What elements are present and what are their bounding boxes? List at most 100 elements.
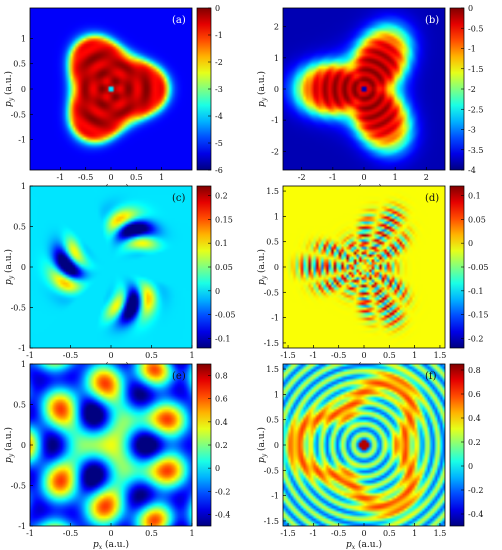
colorbar-tick-label: -3 — [468, 126, 476, 135]
x-tick-label: -1 — [309, 351, 317, 360]
colorbar-tick-label: 0.1 — [468, 192, 481, 201]
colorbar-tick-label: -0.15 — [468, 311, 489, 320]
heatmap-image — [30, 186, 192, 348]
colorbar-tick-label: 0.2 — [215, 192, 228, 201]
x-tick-label: 0 — [361, 529, 366, 538]
colorbar-tick-label: 0.4 — [468, 414, 481, 423]
x-tick-label: 0.5 — [383, 529, 396, 538]
panel-label: (e) — [172, 371, 186, 382]
heatmap-image — [283, 364, 445, 526]
colorbar-tick-label: -2 — [215, 58, 223, 67]
x-tick-label: 0.5 — [383, 351, 396, 360]
colorbar-tick-label: 0.05 — [215, 263, 233, 272]
y-tick-label: -0.5 — [11, 304, 26, 313]
y-tick-label: -0.5 — [11, 482, 26, 491]
x-tick-label: 1 — [412, 529, 417, 538]
colorbar-tick-label: -0.2 — [215, 487, 230, 496]
colorbar-tick-label: 0.8 — [468, 366, 481, 375]
colorbar-tick-label: -0.4 — [468, 510, 483, 519]
y-tick-label: 0.5 — [266, 416, 279, 425]
y-tick-label: 0 — [274, 441, 279, 450]
y-tick-label: 1.5 — [266, 187, 279, 196]
colorbar-tick-label: -0.05 — [468, 263, 489, 272]
x-tick-label: 0 — [361, 173, 366, 182]
y-tick-label: -1 — [18, 136, 26, 145]
x-tick-label: -1 — [26, 351, 34, 360]
colorbar-tick-label: 0.8 — [215, 372, 228, 381]
colorbar-tick-label: -4 — [215, 112, 223, 121]
colorbar-tick-label: -0.05 — [215, 311, 236, 320]
colorbar-tick-label: 0.2 — [215, 441, 228, 450]
x-tick-label: -1 — [309, 529, 317, 538]
y-axis-label: py (a.u.) — [3, 427, 15, 463]
colorbar-tick-label: -0.2 — [468, 486, 483, 495]
y-tick-label: 1 — [274, 212, 279, 221]
y-tick-label: 1 — [21, 182, 26, 191]
x-axis-label: px (a.u.) — [346, 539, 382, 550]
x-tick-label: 0 — [108, 351, 113, 360]
panel-label: (b) — [425, 15, 439, 26]
x-axis-label: px (a.u.) — [93, 539, 129, 550]
panel-label: (f) — [425, 371, 437, 382]
y-tick-label: 1 — [21, 360, 26, 369]
y-axis-label: py (a.u.) — [3, 71, 15, 107]
colorbar-tick-label: -1.5 — [468, 65, 483, 74]
x-tick-label: 1 — [159, 173, 164, 182]
heatmap-image — [283, 186, 445, 348]
x-tick-label: 1 — [189, 529, 194, 538]
x-tick-label: 0 — [108, 529, 113, 538]
panel-e: -1 -0.5 0 0.5 1 -1 -0.5 0 0.5 1 px (a.u.) py (a.u.)… — [3, 360, 230, 550]
colorbar-tick-label: -3.5 — [468, 146, 483, 155]
panel-label: (d) — [425, 193, 439, 204]
y-tick-label: -1 — [271, 116, 279, 125]
y-tick-label: -0.5 — [264, 288, 279, 297]
panel-d: -1.5-1-0.500.511.5-1.5-1-0.500.511.5px (… — [256, 185, 489, 373]
x-tick-label: -1 — [56, 173, 64, 182]
x-tick-label: 1 — [393, 173, 398, 182]
y-tick-label: 0 — [274, 85, 279, 94]
y-tick-label: -0.5 — [264, 466, 279, 475]
colorbar-tick-label: 0.2 — [468, 438, 481, 447]
colorbar-tick-label: 0 — [468, 4, 473, 13]
colorbar-tick-label: -0.5 — [468, 24, 483, 33]
y-tick-label: 0 — [21, 85, 26, 94]
x-tick-label: 1 — [189, 351, 194, 360]
y-tick-label: 1.5 — [266, 365, 279, 374]
colorbar-tick-label: 0 — [468, 239, 473, 248]
heatmap-image — [30, 8, 192, 170]
x-tick-label: 1 — [412, 351, 417, 360]
x-tick-label: -0.5 — [63, 351, 78, 360]
colorbar-tick-label: 0 — [215, 464, 220, 473]
colorbar-tick-label: 0.6 — [215, 395, 228, 404]
y-axis-label: py (a.u.) — [256, 71, 268, 107]
x-tick-label: -1 — [329, 173, 337, 182]
y-tick-label: -2 — [271, 147, 279, 156]
y-tick-label: -0.5 — [11, 110, 26, 119]
panel-label: (a) — [172, 15, 186, 26]
colorbar-tick-label: -1 — [215, 31, 223, 40]
colorbar-tick-label: -0.2 — [468, 334, 483, 343]
x-tick-label: 0.5 — [145, 351, 158, 360]
x-tick-label: -1.5 — [280, 351, 295, 360]
x-tick-label: 0.5 — [145, 529, 158, 538]
colorbar-tick-label: -5 — [215, 139, 223, 148]
x-tick-label: 0 — [108, 173, 113, 182]
colorbar-tick-label: -4 — [468, 166, 476, 175]
y-tick-label: 0 — [274, 263, 279, 272]
colorbar-tick-label: 0.4 — [215, 418, 228, 427]
colorbar-tick-label: -0.1 — [215, 334, 230, 343]
colorbar-tick-label: 0.05 — [468, 215, 486, 224]
y-axis-label: py (a.u.) — [256, 427, 268, 463]
y-tick-label: -1 — [271, 314, 279, 323]
panel-label: (c) — [172, 193, 186, 204]
x-tick-label: -0.5 — [331, 351, 346, 360]
x-tick-label: -0.5 — [331, 529, 346, 538]
y-tick-label: 0.5 — [13, 60, 26, 69]
y-axis-label: py (a.u.) — [3, 249, 15, 285]
y-tick-label: -1 — [271, 492, 279, 501]
colorbar-tick-label: -2 — [468, 85, 476, 94]
colorbar-tick-label: 0 — [215, 4, 220, 13]
y-tick-label: 0 — [21, 263, 26, 272]
x-tick-label: 1.5 — [434, 351, 447, 360]
